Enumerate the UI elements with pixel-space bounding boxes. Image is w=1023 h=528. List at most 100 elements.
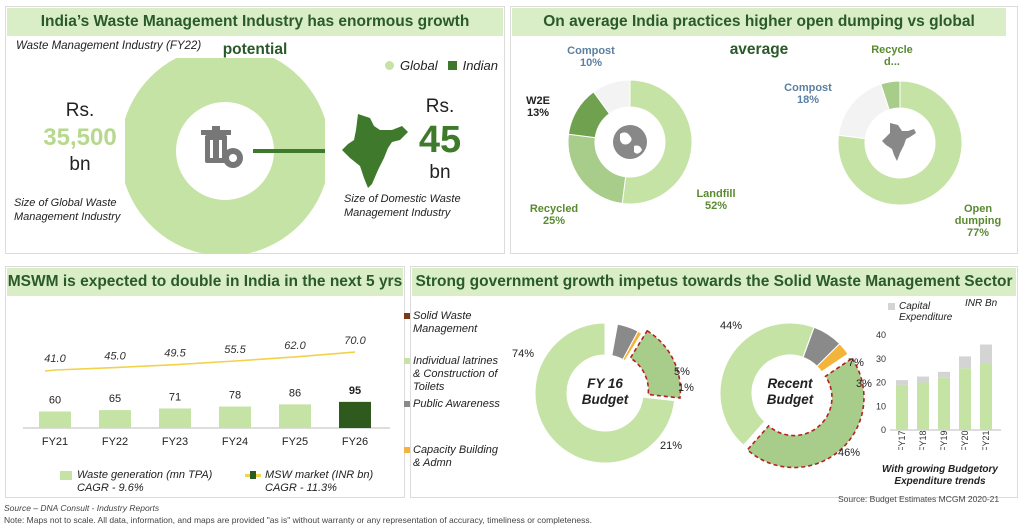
capex-category-label: FY20 (960, 430, 970, 450)
mswm-category-label: FY21 (42, 436, 68, 448)
mswm-line-label: 45.0 (104, 351, 126, 363)
mswm-line-label: 49.5 (164, 348, 186, 360)
capex-bar-other (959, 356, 971, 369)
capex-bar (896, 384, 908, 430)
recent-p44: 44% (720, 320, 743, 332)
legend-line-label: MSW market (INR bn) (265, 469, 374, 481)
domestic-desc-line1: Size of Domestic Waste (344, 193, 461, 205)
mswm-line-label: 70.0 (344, 335, 366, 347)
mswm-bar-label: 95 (349, 385, 361, 397)
globe-continents (620, 132, 642, 154)
domestic-desc: Size of Domestic Waste Management Indust… (344, 192, 461, 220)
slice-latrines (719, 322, 815, 447)
recent-center-label: Recent Budget (766, 376, 814, 407)
legend-indian-label: Indian (462, 58, 498, 73)
mswm-category-label: FY24 (222, 436, 248, 448)
panel1-subtitle: Waste Management Industry (FY22) (16, 40, 202, 52)
global-desc-line2: Management Industry (14, 211, 121, 223)
legend-capacity: Capacity Building & Admn (404, 444, 514, 470)
fy16-center-label: FY 16 Budget (581, 376, 629, 407)
gl-compost: Compost 10% (567, 45, 615, 69)
capex-bar-other (917, 376, 929, 383)
mswm-line-label: 41.0 (44, 353, 66, 365)
fy16-p21: 21% (660, 440, 683, 452)
trash-gear-icon (201, 126, 243, 168)
legend-dot-global (385, 61, 394, 70)
legend-line-swatch (245, 471, 261, 479)
budget-legend: Solid Waste Management Individual latrine… (404, 310, 514, 470)
capex-bar (959, 368, 971, 430)
capex-unit: INR Bn (965, 298, 998, 309)
slice-recycled (880, 80, 901, 111)
slice-open-dumping (837, 80, 963, 206)
capex-ytick: 0 (881, 425, 886, 435)
global-treatment-donut (567, 79, 693, 205)
panel-gov-impetus (410, 266, 1018, 498)
panel-mswm (5, 266, 405, 498)
capex-bar-other (938, 371, 950, 378)
capex-chart: 0 10 20 30 40 FY17 FY18 FY19 FY20 FY21 (876, 330, 1001, 450)
slice-capacity (816, 343, 849, 373)
capex-ytick: 10 (876, 401, 886, 411)
gl-recycled: Recycled 25% (529, 203, 579, 227)
capex-category-label: FY21 (981, 430, 991, 450)
capex-bar-other (896, 380, 908, 385)
mswm-bar (279, 404, 311, 428)
capex-caption: With growing Budgetory Expenditure trends (881, 464, 998, 487)
mswm-bar-label: 71 (169, 391, 181, 403)
global-desc: Size of Global Waste Management Industry (14, 196, 120, 224)
mswm-category-label: FY22 (102, 436, 128, 448)
mswm-bar (339, 401, 371, 428)
legend-awareness: Public Awareness (404, 398, 514, 411)
mswm-bar (159, 408, 191, 428)
in-open: Open dumping 77% (954, 203, 1002, 239)
mswm-legend-line: MSW market (INR bn) CAGR - 11.3% (245, 469, 373, 495)
capex-bar (917, 382, 929, 430)
legend-latrines: Individual latrines & Construction of Toil… (404, 355, 514, 394)
slice-compost (592, 79, 631, 115)
recent-p46: 46% (838, 447, 861, 459)
legend-line-cagr: CAGR - 11.3% (265, 482, 337, 494)
mswm-category-label: FY26 (342, 436, 368, 448)
global-unit: bn (69, 154, 91, 175)
panel1-title: India’s Waste Management Industry has en… (7, 8, 503, 58)
panel2-title: On average India practices higher open d… (512, 8, 1006, 58)
panel4-title: Strong government growth impetus towards… (412, 268, 1016, 296)
budget-source: Source: Budget Estimates MCGM 2020-21 (838, 494, 1000, 504)
footer-note: Note: Maps not to scale. All data, infor… (4, 515, 592, 525)
capex-bar-other (980, 344, 992, 364)
panel1-legend: Global Indian (385, 58, 498, 73)
slice-landfill (621, 79, 693, 205)
mswm-bar (219, 406, 251, 428)
capex-category-label: FY17 (897, 430, 907, 450)
legend-bar-label: Waste generation (mn TPA) (77, 469, 213, 481)
capex-legend-swatch (888, 303, 895, 310)
recent-p3: 3% (856, 378, 872, 390)
mswm-legend: Waste generation (mn TPA) CAGR - 9.6% (60, 469, 212, 495)
capex-ytick: 20 (876, 378, 886, 388)
slice-latrines-b (802, 327, 815, 358)
industry-donut-chart (125, 58, 325, 254)
domestic-unit: bn (429, 162, 451, 183)
mswm-chart: 60 FY21 41.0 65 FY22 45.0 71 FY23 49.5 78 FY24 55.5… (23, 335, 390, 448)
capex-category-label: FY19 (939, 430, 949, 450)
global-value: 35,500 (43, 124, 117, 151)
mswm-bar-label: 60 (49, 395, 61, 407)
capex-legend: Capital Expenditure (888, 301, 952, 323)
global-prefix: Rs. (65, 100, 95, 121)
legend-bar-swatch (60, 471, 72, 480)
mswm-bar-label: 86 (289, 387, 301, 399)
panel3-title: MSWM is expected to double in India in t… (7, 268, 403, 296)
capex-ytick: 40 (876, 330, 886, 340)
india-small-map-icon (882, 123, 916, 161)
legend-swatch-indian (447, 61, 457, 70)
legend-swm: Solid Waste Management (404, 310, 514, 336)
recent-p7: 7% (848, 357, 864, 369)
capex-bar (938, 377, 950, 430)
mswm-bar-label: 78 (229, 390, 241, 402)
mswm-category-label: FY25 (282, 436, 308, 448)
gl-landfill: Landfill 52% (696, 188, 736, 212)
legend-bar-cagr: CAGR - 9.6% (77, 482, 144, 494)
fy16-p74: 74% (512, 348, 535, 360)
in-recycle: Recycle d... (871, 44, 913, 68)
